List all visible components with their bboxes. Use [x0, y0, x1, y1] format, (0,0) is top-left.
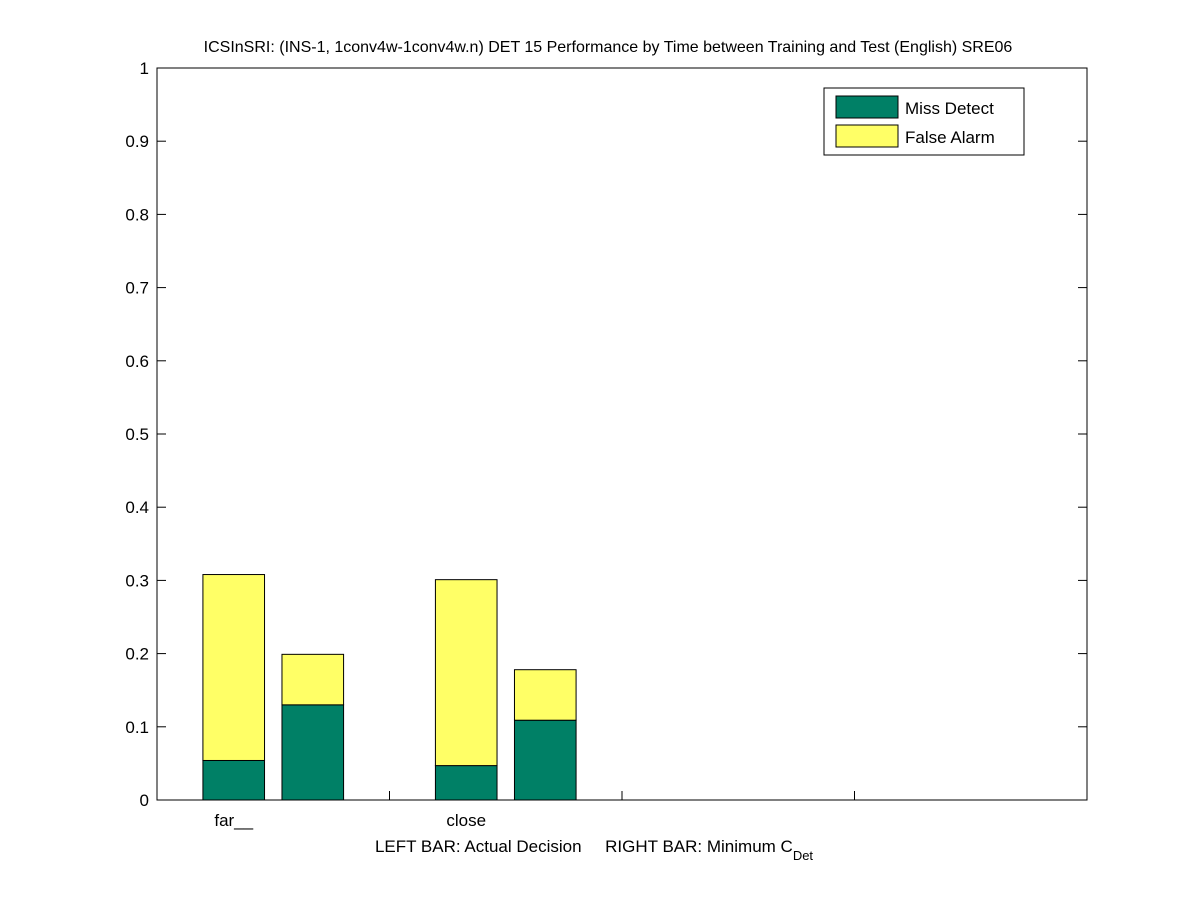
y-tick-label: 0.2	[125, 645, 149, 664]
bar-far-actual-false-alarm	[202, 574, 266, 761]
y-tick-label: 0.5	[125, 425, 149, 444]
y-tick-label: 0.8	[125, 205, 149, 224]
x-tick-label: far__	[214, 811, 253, 830]
legend-label-miss-detect: Miss Detect	[905, 99, 994, 118]
bar-close-actual-false-alarm	[434, 579, 498, 767]
y-tick-label: 0	[140, 791, 149, 810]
legend: Miss Detect False Alarm	[823, 87, 1025, 156]
plot-area: 0 0.1 0.2 0.3 0.4 0.5 0.6 0.7 0.8 0.9 1 far__ close	[125, 59, 1088, 830]
y-tick-label: 0.9	[125, 132, 149, 151]
y-tick-label: 0.1	[125, 718, 149, 737]
bar-far-actual-miss-detect	[202, 759, 266, 801]
legend-swatch-miss-detect	[835, 95, 899, 119]
y-tick-label: 0.7	[125, 279, 149, 298]
x-axis-label-subscript: Det	[793, 848, 814, 863]
bar-far-min-false-alarm	[281, 653, 345, 706]
x-tick-label: close	[446, 811, 486, 830]
x-axis-label-main: LEFT BAR: Actual Decision RIGHT BAR: Min…	[375, 837, 793, 856]
y-tick-label: 0.3	[125, 571, 149, 590]
legend-label-false-alarm: False Alarm	[905, 128, 995, 147]
y-tick-label: 0.6	[125, 352, 149, 371]
chart-title: ICSInSRI: (INS-1, 1conv4w-1conv4w.n) DET…	[204, 39, 1013, 56]
bar-far-min-miss-detect	[281, 704, 345, 801]
x-axis-label: LEFT BAR: Actual Decision RIGHT BAR: Min…	[375, 837, 813, 863]
bar-close-min-false-alarm	[513, 669, 577, 721]
y-tick-label: 0.4	[125, 498, 149, 517]
y-tick-label: 1	[140, 59, 149, 78]
bar-close-min-miss-detect	[513, 719, 577, 801]
legend-swatch-false-alarm	[835, 124, 899, 148]
bar-close-actual-miss-detect	[434, 765, 498, 801]
